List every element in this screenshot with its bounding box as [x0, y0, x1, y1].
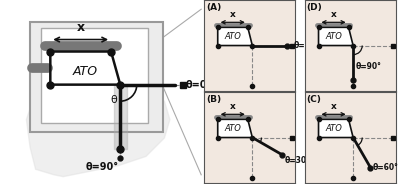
Text: x: x: [331, 10, 336, 19]
Polygon shape: [218, 27, 252, 45]
Bar: [30, 22, 162, 132]
Text: x: x: [230, 102, 236, 111]
Polygon shape: [218, 119, 252, 137]
Text: (A): (A): [206, 3, 221, 12]
Text: ATO: ATO: [225, 32, 242, 41]
Text: (C): (C): [307, 95, 322, 104]
Text: ATO: ATO: [326, 124, 342, 133]
Text: (D): (D): [307, 3, 322, 12]
Bar: [41, 28, 148, 123]
Polygon shape: [50, 52, 120, 85]
Text: x: x: [230, 10, 236, 19]
Text: θ=90°: θ=90°: [356, 62, 381, 71]
Text: θ=90°: θ=90°: [85, 162, 118, 172]
Text: x: x: [331, 102, 336, 111]
Text: ATO: ATO: [225, 124, 242, 133]
Text: θ=30°: θ=30°: [284, 156, 310, 165]
Text: ATO: ATO: [326, 32, 342, 41]
Polygon shape: [114, 85, 127, 149]
Polygon shape: [318, 27, 353, 45]
Text: θ=0°: θ=0°: [294, 41, 314, 50]
Polygon shape: [318, 119, 353, 137]
Text: x: x: [77, 21, 85, 34]
Text: θ: θ: [111, 95, 118, 105]
Text: (B): (B): [206, 95, 221, 104]
Polygon shape: [26, 83, 170, 177]
Text: θ=60°: θ=60°: [372, 163, 398, 172]
Text: ATO: ATO: [73, 65, 98, 78]
Text: θ=0°: θ=0°: [186, 80, 212, 90]
